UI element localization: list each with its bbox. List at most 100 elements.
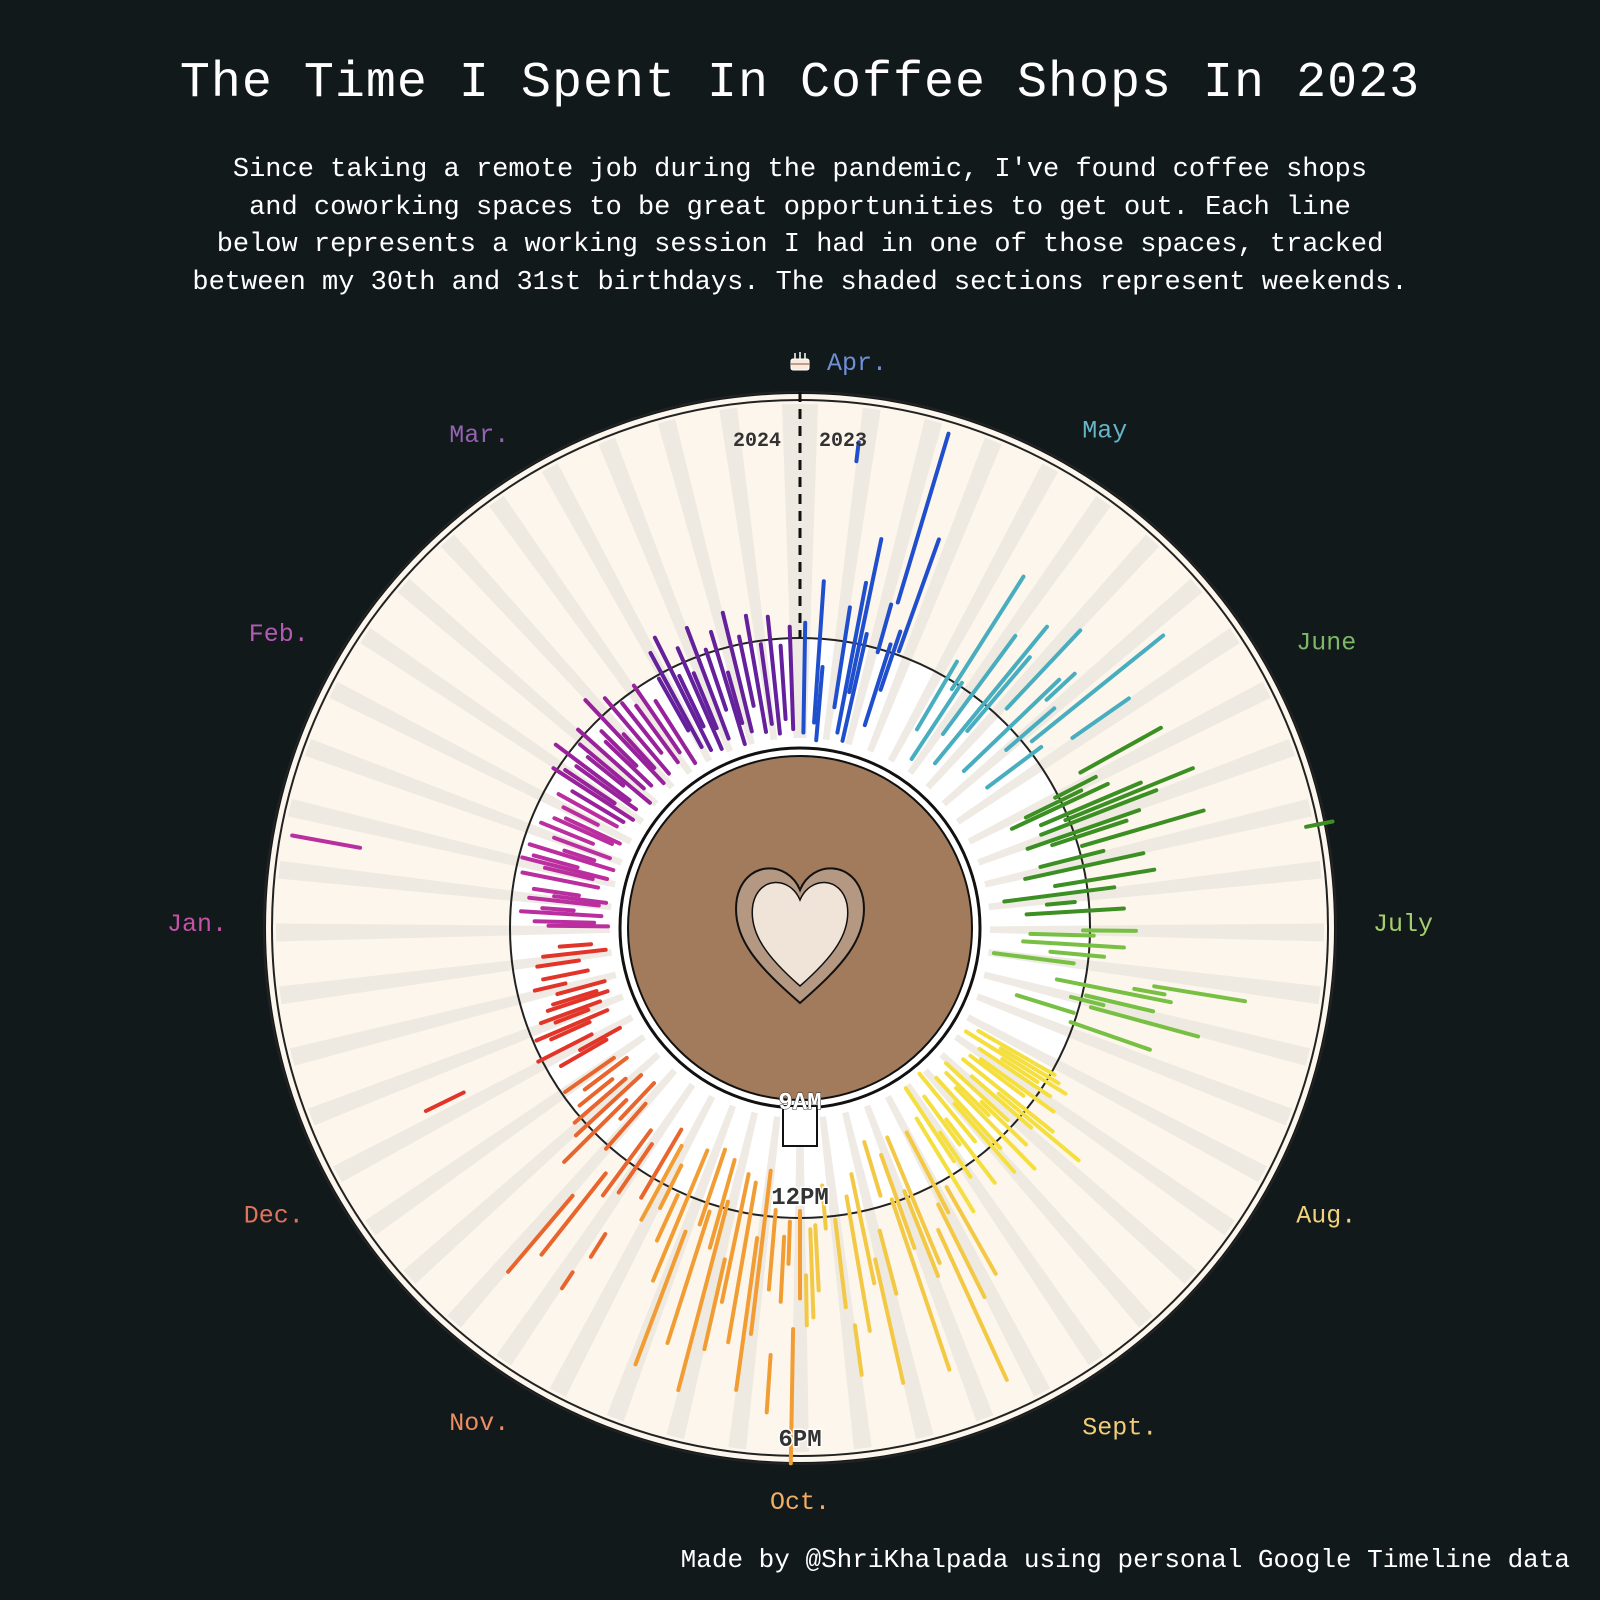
session-line (936, 1202, 987, 1300)
session-line (621, 732, 657, 770)
session-line (652, 635, 713, 752)
session-line (749, 1168, 773, 1336)
weekend-wedge (842, 1111, 934, 1440)
session-line (903, 1086, 956, 1164)
session-line (778, 1234, 787, 1304)
weekend-wedge (657, 419, 755, 746)
session-line (1070, 696, 1131, 740)
month-label-aug: Aug. (1296, 1202, 1356, 1231)
time-label-6pm: 6PM (778, 1427, 821, 1454)
session-line (551, 766, 635, 822)
session-line (562, 1098, 629, 1164)
session-line (665, 1209, 712, 1345)
session-line (1081, 928, 1138, 933)
month-label-june: June (1296, 629, 1356, 658)
page-title: The Time I Spent In Coffee Shops In 2023 (179, 55, 1421, 112)
session-line (545, 989, 610, 1013)
session-line (552, 816, 614, 846)
session-line (559, 1037, 609, 1068)
weekend-wedge (953, 1034, 1235, 1236)
session-line (603, 739, 654, 788)
session-line (551, 989, 599, 1007)
session-line (656, 676, 691, 733)
session-line (944, 1061, 1010, 1123)
session-line (553, 742, 632, 803)
subtitle-line: and coworking spaces to be great opportu… (249, 192, 1351, 223)
session-line (979, 1057, 1056, 1114)
session-line (949, 574, 1026, 692)
session-line (944, 1185, 998, 1276)
session-line (1080, 808, 1206, 848)
session-line (602, 696, 671, 776)
session-line (1023, 851, 1146, 881)
weekend-wedge (845, 419, 943, 746)
session-line (572, 1076, 628, 1125)
session-line (726, 1180, 758, 1345)
session-line (976, 1029, 1057, 1077)
session-line (648, 651, 704, 749)
weekend-wedge (863, 1104, 994, 1422)
session-line (862, 1140, 883, 1198)
session-line (618, 1081, 656, 1121)
session-line (599, 729, 639, 768)
month-label-feb: Feb. (249, 620, 309, 649)
weekend-wedge (598, 437, 733, 753)
month-label-may: May (1082, 416, 1127, 445)
session-line (535, 958, 581, 969)
session-line (290, 833, 363, 850)
month-label-dec: Dec. (244, 1202, 304, 1231)
weekend-wedge (288, 798, 616, 888)
session-line (1009, 781, 1110, 831)
cup-handle (782, 1105, 818, 1147)
session-line (801, 620, 808, 735)
session-line (1044, 900, 1077, 907)
session-line (553, 1007, 591, 1025)
session-line (965, 655, 1032, 733)
session-line (562, 848, 597, 863)
session-line (536, 1032, 594, 1064)
session-lines (290, 431, 1335, 1466)
weekend-wedge (276, 923, 611, 942)
session-line (552, 835, 612, 861)
session-line (979, 1100, 1028, 1147)
month-label-sept: Sept. (1082, 1414, 1157, 1443)
session-line (1132, 986, 1167, 997)
weekend-wedge (305, 738, 623, 866)
cake-part (791, 363, 809, 365)
session-line (1014, 993, 1076, 1015)
session-line (895, 431, 951, 605)
session-line (1304, 819, 1335, 829)
session-line (633, 1229, 688, 1367)
session-line (814, 665, 825, 743)
session-line (1023, 788, 1084, 820)
session-line (540, 906, 576, 913)
session-line (560, 1270, 575, 1291)
birthday-cake-icon (790, 352, 810, 371)
session-line (1044, 671, 1077, 702)
session-line (677, 673, 706, 729)
subtitle-line: Since taking a remote job during the pan… (232, 155, 1368, 185)
session-line (1039, 788, 1159, 837)
session-line (766, 1208, 778, 1292)
session-line (702, 1257, 727, 1352)
chart-labels: 9AM 12PM 6PM 2024 2023 Apr. May June July Aug. Sep… (167, 349, 1433, 1517)
session-line (506, 1193, 575, 1274)
session-line (875, 602, 894, 655)
session-line (639, 1127, 684, 1200)
session-line (844, 1194, 872, 1333)
session-line (552, 894, 609, 905)
weekend-wedge (549, 1094, 716, 1397)
session-line (804, 1273, 809, 1328)
session-line (655, 1193, 680, 1243)
page-subtitle: Since taking a remote job during the pan… (120, 152, 1480, 302)
session-line (1025, 808, 1142, 851)
session-line (573, 1073, 644, 1138)
coffee-cup (618, 746, 982, 1147)
session-line (531, 853, 580, 870)
weekend-wedge (440, 534, 675, 790)
session-line (847, 537, 884, 695)
session-line (961, 677, 1062, 773)
session-line (820, 1183, 828, 1231)
session-line (604, 1101, 648, 1151)
session-line (639, 1143, 684, 1222)
